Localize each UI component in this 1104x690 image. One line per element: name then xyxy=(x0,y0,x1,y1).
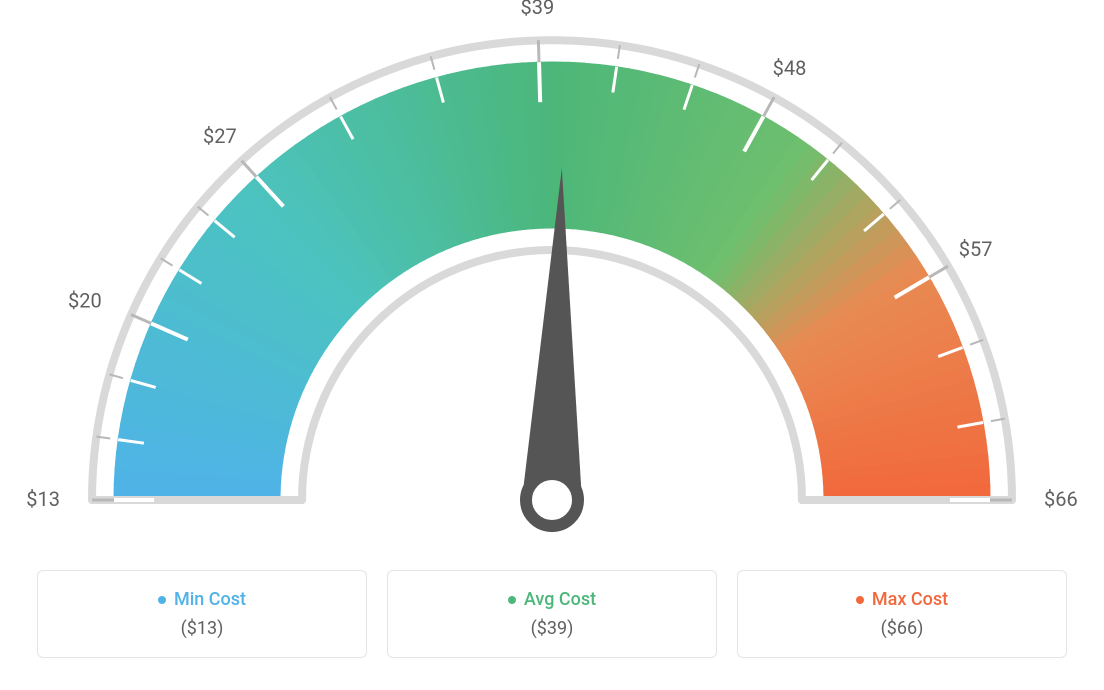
legend-avg-dot xyxy=(508,596,516,604)
legend-min-label: Min Cost xyxy=(38,589,366,610)
legend-max-dot xyxy=(856,596,864,604)
legend-max-value: ($66) xyxy=(738,618,1066,639)
legend-row: Min Cost ($13) Avg Cost ($39) Max Cost (… xyxy=(0,570,1104,658)
gauge-tick-label: $48 xyxy=(773,56,807,80)
legend-avg: Avg Cost ($39) xyxy=(387,570,717,658)
legend-avg-label-text: Avg Cost xyxy=(524,589,596,610)
gauge-tick-label: $27 xyxy=(203,124,237,148)
gauge-tick-label: $39 xyxy=(521,0,555,19)
legend-min-label-text: Min Cost xyxy=(174,589,246,610)
legend-avg-value: ($39) xyxy=(388,618,716,639)
gauge-needle-hub xyxy=(526,474,578,526)
legend-max-label-text: Max Cost xyxy=(872,589,948,610)
gauge-chart: $13 $20 $27 $39 $48 $57 $66 xyxy=(0,0,1104,560)
legend-max: Max Cost ($66) xyxy=(737,570,1067,658)
legend-min-value: ($13) xyxy=(38,618,366,639)
gauge-tick-label: $66 xyxy=(1044,487,1078,511)
legend-min: Min Cost ($13) xyxy=(37,570,367,658)
gauge-svg: $13 $20 $27 $39 $48 $57 $66 xyxy=(0,0,1104,560)
gauge-tick-label: $13 xyxy=(26,487,60,511)
gauge-tick-label: $57 xyxy=(959,237,993,261)
legend-min-dot xyxy=(158,596,166,604)
gauge-tick-label: $20 xyxy=(68,289,102,313)
legend-max-label: Max Cost xyxy=(738,589,1066,610)
legend-avg-label: Avg Cost xyxy=(388,589,716,610)
